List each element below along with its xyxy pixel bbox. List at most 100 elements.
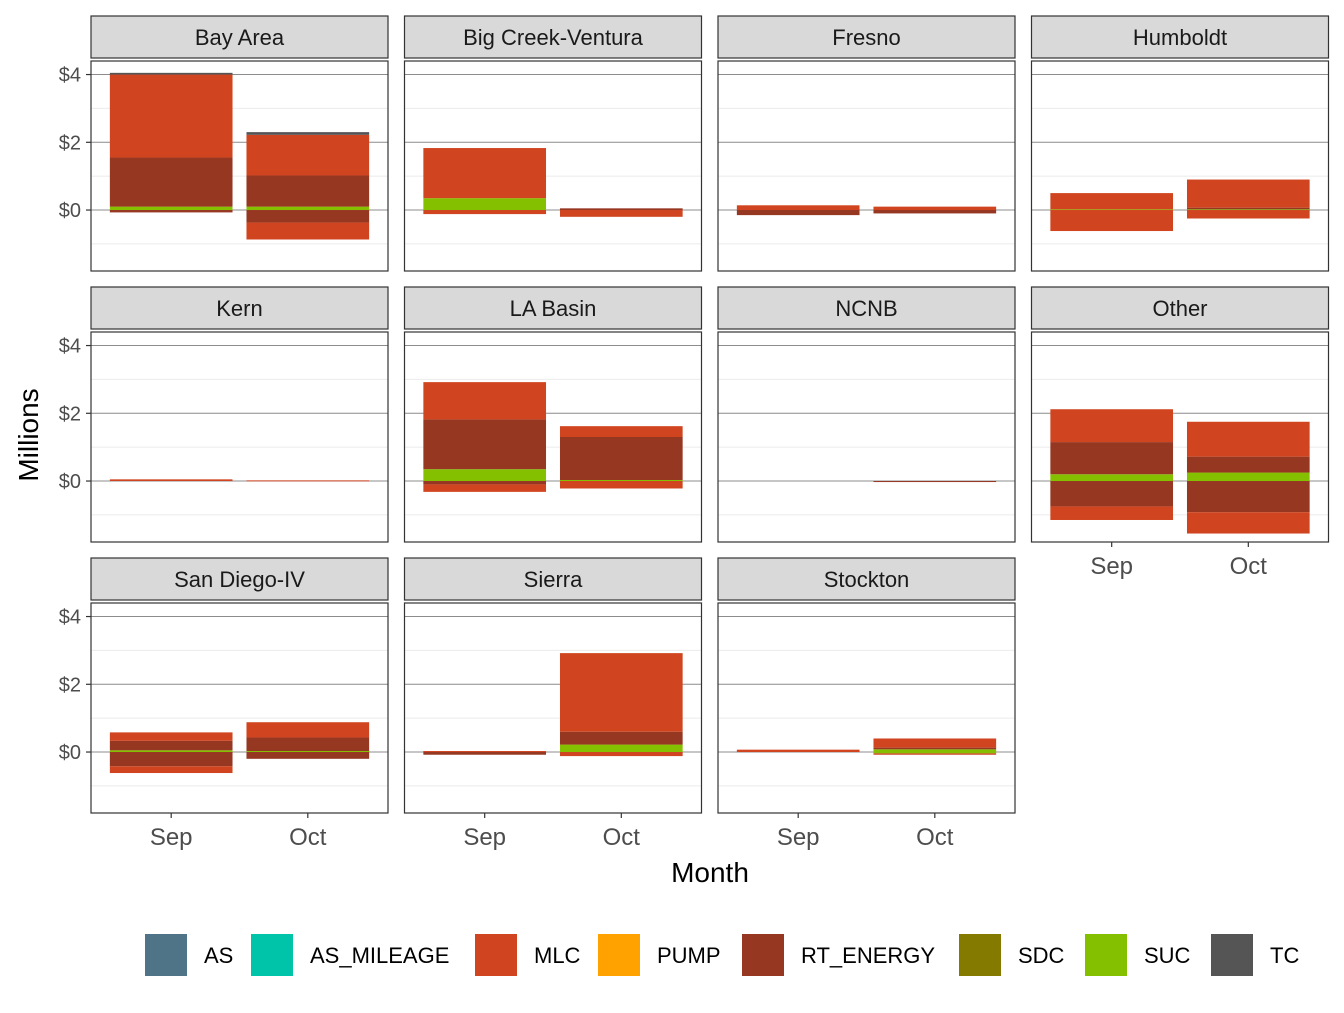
facet-title: Stockton	[824, 567, 910, 592]
bar-segment-rt-energy	[423, 419, 547, 470]
facet-strip	[90, 286, 389, 330]
x-axis-title: Month	[671, 857, 749, 888]
bar-segment-mlc	[559, 653, 683, 732]
bar-segment-mlc	[1186, 421, 1310, 457]
bar-segment-mlc	[1050, 409, 1174, 443]
legend-item: MLC	[475, 934, 581, 976]
bar-segment-rt-energy	[1050, 481, 1174, 507]
bar-segment-mlc	[109, 74, 233, 158]
panel-border	[90, 60, 389, 272]
bar-segment-mlc	[109, 766, 233, 774]
facet-title: LA Basin	[510, 296, 597, 321]
facet-title: Sierra	[524, 567, 583, 592]
facet-panel: Other Sep Oct	[1030, 286, 1330, 580]
legend-key	[1085, 934, 1127, 976]
x-tick-label: Sep	[1090, 553, 1133, 580]
bar-segment-suc	[246, 751, 370, 753]
panel-border	[1030, 331, 1330, 543]
y-tick-label: $0	[59, 471, 81, 493]
bar-segment-suc	[1050, 209, 1174, 211]
y-tick-label: $4	[59, 336, 81, 358]
bar-segment-suc	[873, 752, 997, 754]
legend-item: RT_ENERGY	[742, 934, 935, 976]
bar-segment-suc	[423, 469, 547, 482]
x-tick-label: Oct	[603, 824, 641, 851]
facet-title: Big Creek-Ventura	[463, 25, 644, 50]
facet-panel: Fresno	[717, 15, 1016, 272]
bar-segment-mlc	[423, 484, 547, 492]
panel-background	[91, 332, 388, 542]
bar-segment-rt-energy	[246, 210, 370, 223]
panel-border	[403, 331, 703, 543]
facet-strip	[717, 286, 1016, 330]
legend-label: RT_ENERGY	[801, 943, 935, 968]
legend-item: PUMP	[598, 934, 721, 976]
bar-segment-mlc	[246, 134, 370, 176]
facet-strip	[717, 557, 1016, 601]
bar-segment-rt-energy	[423, 481, 547, 485]
bar-segment-rt-energy	[246, 175, 370, 207]
bar-segment-mlc	[423, 148, 547, 199]
legend-item: TC	[1211, 934, 1299, 976]
bar-segment-suc	[246, 206, 370, 211]
bar-segment-suc	[1186, 472, 1310, 482]
panel-background	[91, 603, 388, 813]
facet-panel: Big Creek-Ventura	[403, 15, 703, 272]
bar-segment-rt-energy	[1050, 442, 1174, 475]
bar-segment-rt-energy	[246, 737, 370, 752]
facet-strip	[1030, 286, 1330, 330]
y-tick-label: $2	[59, 674, 81, 696]
facet-panel: NCNB	[717, 286, 1016, 543]
facet-strip	[90, 557, 389, 601]
y-tick-label: $2	[59, 132, 81, 154]
bar-segment-rt-energy	[559, 731, 683, 745]
legend: AS AS_MILEAGE MLC PUMP RT_ENERGY SDC SUC TC	[145, 934, 1299, 976]
bar-segment-rt-energy	[1186, 481, 1310, 513]
y-tick-label: $4	[59, 65, 81, 87]
legend-item: SDC	[959, 934, 1065, 976]
panel-border	[90, 331, 389, 543]
bar-segment-mlc	[873, 753, 997, 755]
facet-panel: Bay Area $0 $2 $4	[59, 15, 389, 272]
bar-segment-tc	[246, 132, 370, 135]
panel-background	[718, 332, 1015, 542]
bar-segment-suc	[559, 744, 683, 753]
bar-segment-mlc	[559, 426, 683, 437]
legend-key	[1211, 934, 1253, 976]
x-tick-label: Oct	[1230, 553, 1268, 580]
facet-panel: San Diego-IV $0 $2 $4 Sep Oct	[59, 557, 389, 851]
bar-segment-suc	[423, 198, 547, 211]
facet-panel: Stockton Sep Oct	[717, 557, 1016, 851]
bar-segment-mlc	[423, 210, 547, 215]
facet-panel: LA Basin	[403, 286, 703, 543]
facet-strip	[403, 557, 703, 601]
bar-segment-rt-energy	[873, 481, 997, 483]
legend-key	[742, 934, 784, 976]
bar-segment-mlc	[736, 205, 860, 211]
bar-segment-mlc	[246, 722, 370, 738]
bar-segment-suc	[109, 206, 233, 211]
bar-segment-mlc	[1050, 506, 1174, 520]
facet-strip	[1030, 15, 1330, 59]
panel-background	[718, 603, 1015, 813]
facet-title: NCNB	[835, 296, 897, 321]
bar-segment-rt-energy	[109, 210, 233, 213]
bar-segment-mlc	[559, 210, 683, 217]
bar-segment-mlc	[873, 206, 997, 211]
bar-segment-rt-energy	[559, 437, 683, 481]
legend-key	[145, 934, 187, 976]
facet-panel: Kern $0 $2 $4	[59, 286, 389, 543]
facet-panel: Humboldt	[1030, 15, 1330, 272]
panel-border	[90, 602, 389, 814]
bar-segment-mlc	[1186, 512, 1310, 534]
x-tick-label: Oct	[289, 824, 327, 851]
y-tick-label: $2	[59, 403, 81, 425]
bar-segment-mlc	[559, 481, 683, 489]
bar-segment-mlc	[1050, 210, 1174, 232]
x-tick-label: Sep	[150, 824, 193, 851]
panel-background	[718, 61, 1015, 271]
bar-segment-mlc	[423, 751, 547, 753]
panel-background	[1031, 61, 1329, 271]
bar-segment-rt-energy	[423, 752, 547, 755]
x-tick-label: Sep	[463, 824, 506, 851]
